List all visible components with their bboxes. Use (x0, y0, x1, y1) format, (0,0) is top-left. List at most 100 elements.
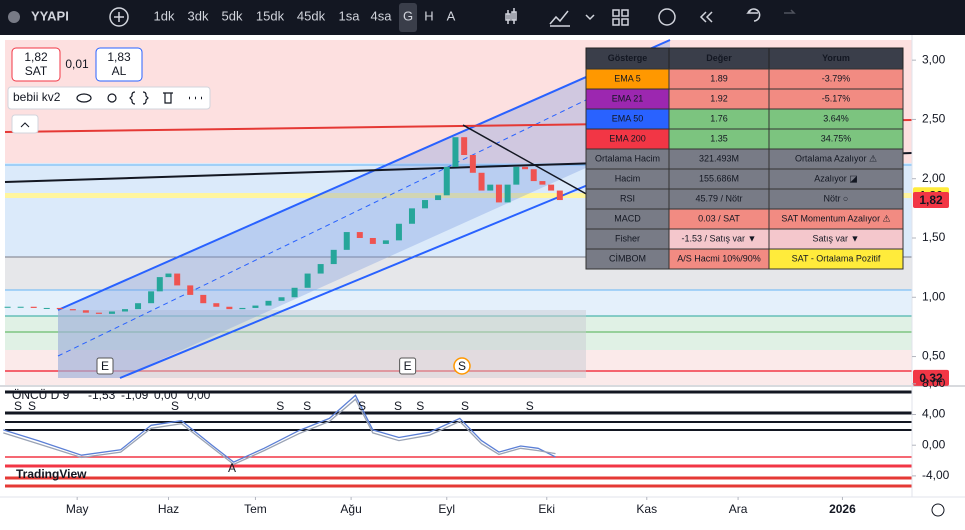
candle (522, 166, 529, 170)
interval-button[interactable]: 3dk (188, 8, 209, 23)
signal: S (14, 399, 22, 413)
oscillator: ÖNCÜ D 9 -1,53 -1,09 0,00 0,00S S SAS S S S S S S (3, 388, 556, 475)
candle (504, 184, 511, 203)
undo-icon[interactable] (746, 8, 761, 22)
signal: S (276, 399, 284, 413)
candle (469, 155, 476, 173)
oscillator-line (3, 398, 556, 466)
cell-text: 0.03 / SAT (698, 213, 740, 223)
collapse-icon (20, 122, 30, 128)
candle (278, 297, 285, 301)
oscillator-title: ÖNCÜ D 9 (12, 388, 70, 402)
cell-text: 3.64% (823, 113, 849, 123)
interval-button[interactable]: 4sa (371, 8, 393, 23)
price-label: 0,32 (919, 371, 943, 385)
x-tick-label: 2026 (829, 502, 856, 516)
interval-button[interactable]: 1sa (339, 8, 361, 23)
cell (768, 248, 904, 270)
header-text: Yorum (822, 53, 850, 63)
cell-text: 321.493M (699, 153, 739, 163)
candle (435, 195, 442, 201)
candle (122, 309, 129, 312)
interval-button[interactable]: 15dk (256, 8, 285, 23)
cell-text: EMA 5 (614, 73, 641, 83)
settings-icon[interactable] (107, 93, 117, 103)
indicators-icon[interactable] (549, 10, 570, 27)
price-label-box (913, 369, 949, 386)
candle (108, 311, 115, 314)
indicator-legend[interactable] (7, 86, 211, 110)
candle (69, 309, 76, 311)
x-tick-label: Ağu (340, 502, 361, 516)
candle (343, 232, 350, 250)
y-tick-label: 1,00 (922, 289, 946, 303)
interval-button[interactable]: 45dk (297, 8, 326, 23)
candle (30, 306, 37, 308)
chart-type-icon[interactable] (505, 8, 517, 24)
candle (395, 223, 402, 241)
candle (422, 200, 429, 209)
interval-button[interactable]: G (403, 8, 413, 23)
interval-button[interactable]: A (447, 8, 456, 23)
signal: S (358, 399, 366, 413)
compare-button[interactable] (109, 7, 129, 27)
event-marker (96, 357, 114, 375)
cell-text: 1.89 (710, 73, 728, 83)
candle (174, 273, 181, 286)
redo-icon[interactable] (784, 9, 796, 14)
candle (330, 249, 337, 265)
cell-text: 155.686M (699, 173, 739, 183)
symbol-icon (8, 11, 20, 23)
signal: S (526, 399, 534, 413)
oscillator-levels (5, 390, 912, 488)
layout-icon[interactable] (612, 18, 620, 26)
y-tick-label: 2,50 (922, 112, 946, 126)
signal: A (228, 461, 236, 475)
replay-icon[interactable] (699, 11, 713, 23)
candle (495, 184, 502, 203)
sell-button[interactable] (11, 47, 61, 82)
x-tick-label: Eyl (438, 502, 455, 516)
candle (56, 307, 63, 310)
source-icon[interactable] (129, 91, 149, 105)
oscillator-value: 0,00 (187, 388, 211, 402)
candle (356, 232, 363, 238)
candle (148, 291, 155, 304)
settings-button[interactable] (931, 503, 945, 517)
dropdown[interactable] (585, 14, 595, 21)
layout-icon[interactable] (621, 18, 629, 26)
symbol[interactable]: YYAPI (31, 8, 69, 23)
cell-text: MACD (614, 213, 641, 223)
candle (187, 285, 194, 295)
x-tick-label: Kas (636, 502, 657, 516)
event-label: E (101, 359, 109, 373)
layout-icon[interactable] (621, 9, 629, 17)
delete-icon[interactable] (163, 92, 173, 104)
compare-icon (114, 12, 124, 22)
event-marker (399, 357, 417, 375)
candle (487, 184, 494, 191)
oscillator-pane (5, 388, 912, 493)
eye-icon[interactable] (76, 93, 92, 103)
candle (265, 300, 272, 306)
alert-icon[interactable] (658, 8, 676, 26)
buy-button[interactable] (95, 47, 143, 82)
interval-button[interactable]: 1dk (154, 8, 175, 23)
axes: 0,50 1,00 1,50 2,00 2,50 3,00 May Haz Tem Ağu Eyl E… (66, 52, 950, 516)
collapse-button[interactable] (11, 114, 39, 134)
candle (369, 237, 376, 244)
interval-button[interactable]: H (424, 8, 433, 23)
signal: S (171, 399, 179, 413)
cell-text: -3.79% (822, 73, 851, 83)
interval-button[interactable]: 5dk (222, 8, 243, 23)
layout-icon[interactable] (612, 9, 620, 17)
oscillator-value: 0,00 (154, 388, 178, 402)
candle (252, 305, 259, 308)
candle (548, 184, 555, 191)
cell-text: A/S Hacmi 10%/90% (677, 253, 761, 263)
oscillator-line (3, 394, 556, 463)
buy-price: 1,83 (107, 50, 131, 64)
candle (213, 303, 220, 307)
